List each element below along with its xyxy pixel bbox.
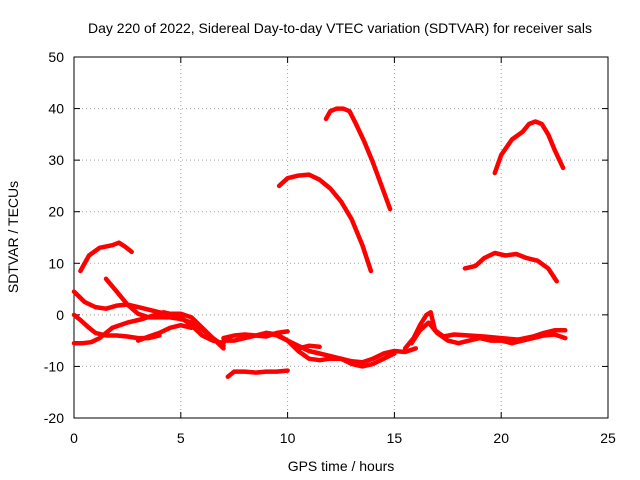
- grid: [74, 57, 608, 418]
- series-trace-arc-12: [276, 172, 374, 274]
- y-tick-label: -20: [44, 410, 64, 426]
- series-trace-arc-17: [492, 119, 566, 176]
- series-trace-arc-14: [402, 310, 568, 351]
- series-trace-arc-6: [135, 322, 194, 343]
- series-trace-arc-16: [462, 250, 559, 284]
- axis-ticks: 0 5 10 15 20 25 -20 -10 0 10 20 30 40 50: [44, 49, 616, 446]
- series-trace-arc-9: [221, 330, 419, 365]
- x-tick-label: 10: [280, 430, 296, 446]
- y-tick-label: -10: [44, 358, 64, 374]
- y-tick-label: 40: [48, 101, 64, 117]
- y-tick-label: 0: [56, 307, 64, 323]
- x-tick-label: 25: [600, 430, 616, 446]
- series-trace-arc-15: [409, 320, 568, 346]
- series-trace-arc-5: [71, 310, 226, 346]
- x-tick-label: 5: [177, 430, 185, 446]
- series-trace-arc-3: [103, 276, 226, 351]
- x-axis-label: GPS time / hours: [288, 458, 395, 474]
- y-tick-label: 30: [48, 152, 64, 168]
- series-trace-arc-10: [263, 330, 397, 369]
- chart-title: Day 220 of 2022, Sidereal Day-to-day VTE…: [88, 20, 592, 36]
- series-trace-arc-8: [225, 368, 290, 379]
- y-tick-label: 10: [48, 255, 64, 271]
- x-tick-label: 0: [70, 430, 78, 446]
- x-tick-label: 15: [387, 430, 403, 446]
- y-tick-label: 50: [48, 49, 64, 65]
- series: [71, 106, 568, 379]
- series-trace-arc-2: [71, 289, 226, 349]
- series-trace-arc-13: [323, 106, 393, 212]
- series-trace-arc-1: [78, 240, 134, 274]
- x-tick-label: 20: [493, 430, 509, 446]
- y-axis-label: SDTVAR / TECUs: [5, 181, 21, 293]
- series-trace-arc-11: [296, 343, 322, 351]
- plot-frame: [73, 56, 609, 419]
- y-tick-label: 20: [48, 204, 64, 220]
